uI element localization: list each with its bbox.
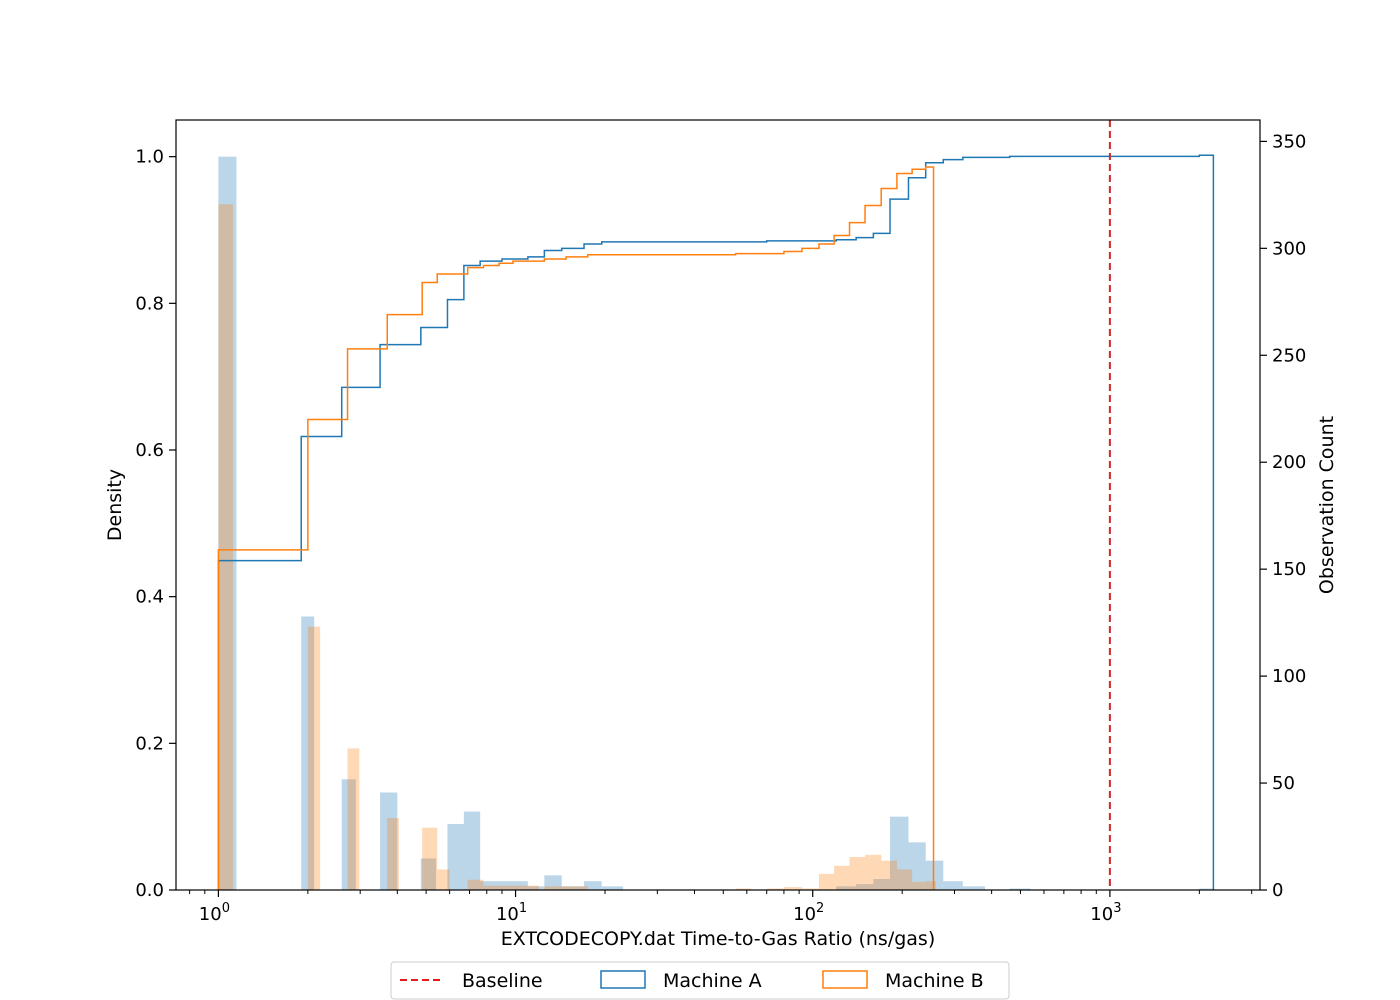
y-left-tick-label-1: 0.2 [135, 733, 164, 754]
bar-machine-b-5 [437, 869, 450, 890]
legend-baseline-label: Baseline [462, 970, 543, 992]
bar-machine-b-13 [801, 888, 820, 890]
y-left-tick-label-2: 0.4 [135, 587, 164, 608]
x-tick-label-1: 101 [496, 901, 527, 925]
y-left-tick-label-0: 0.0 [135, 880, 164, 901]
y-right-tick-label-0: 0 [1272, 880, 1283, 901]
bar-machine-a-12 [601, 886, 624, 890]
legend: Baseline Machine A Machine B [390, 961, 1010, 1000]
bar-machine-a-0 [218, 156, 237, 891]
bar-machine-b-10 [735, 888, 752, 890]
bar-machine-a-14 [856, 884, 874, 890]
bar-machine-b-8 [544, 886, 567, 890]
bar-machine-a-2 [341, 779, 356, 890]
y-right-tick-label-7: 350 [1272, 131, 1306, 152]
bar-machine-b-15 [834, 865, 850, 890]
bar-machine-b-21 [925, 881, 937, 890]
bar-machine-b-11 [766, 888, 784, 890]
bar-machine-a-4 [420, 858, 437, 890]
y-axis-right: 0 50 100 150 200 250 300 350 [1260, 131, 1306, 901]
bar-machine-b-17 [865, 854, 882, 890]
legend-machine-b-swatch [822, 970, 868, 989]
legend-machine-a-swatch [600, 970, 646, 989]
bar-machine-a-15 [873, 879, 891, 890]
bar-machine-a-9 [544, 875, 562, 890]
bar-machine-b-19 [896, 869, 913, 890]
legend-machine-a-label: Machine A [663, 970, 762, 992]
bar-machine-b-9 [566, 886, 588, 890]
bar-machine-a-13 [836, 886, 857, 890]
bar-machine-a-11 [584, 881, 602, 890]
y-left-tick-label-3: 0.6 [135, 440, 164, 461]
bar-machine-a-19 [943, 881, 963, 890]
bar-machine-a-5 [447, 824, 464, 890]
bar-machine-b-0 [218, 204, 234, 890]
bar-machine-a-7 [480, 881, 528, 890]
bar-machine-a-1 [301, 616, 315, 890]
y-left-tick-label-4: 0.8 [135, 293, 164, 314]
bar-machine-b-6 [467, 879, 484, 890]
bar-machine-a-21 [1009, 888, 1031, 890]
bar-machine-b-4 [422, 827, 438, 890]
cumulative-line-machine-a [217, 154, 1215, 890]
bar-machine-a-16 [890, 816, 909, 890]
cumulative-step-lines [217, 154, 1215, 890]
bar-machine-a-22 [1199, 888, 1214, 890]
bar-machine-b-14 [819, 873, 835, 890]
plot-frame [175, 119, 1261, 891]
x-tick-label-2: 102 [793, 901, 824, 925]
y-right-tick-label-1: 50 [1272, 773, 1295, 794]
bar-machine-a-17 [908, 842, 926, 890]
cumulative-line-machine-b [217, 166, 935, 890]
x-tick-label-0: 100 [199, 901, 230, 925]
plot-area [175, 119, 1261, 891]
bar-machine-a-18 [925, 860, 944, 890]
bar-machine-b-16 [849, 857, 866, 890]
bar-machine-b-7 [483, 885, 540, 890]
y-right-tick-label-6: 300 [1272, 238, 1306, 259]
bar-machine-a-10 [561, 886, 585, 890]
x-axis-label: EXTCODECOPY.dat Time-to-Gas Ratio (ns/ga… [501, 928, 936, 950]
bar-machine-b-3 [387, 818, 399, 890]
y-right-tick-label-3: 150 [1272, 559, 1306, 580]
legend-machine-b-label: Machine B [885, 970, 984, 992]
bar-machine-b-1 [307, 626, 321, 890]
y-right-tick-label-4: 200 [1272, 452, 1306, 473]
bar-machine-a-6 [463, 811, 481, 890]
bar-machine-b-12 [783, 887, 802, 890]
y-left-tick-label-5: 1.0 [135, 147, 164, 168]
y-axis-right-label: Observation Count [1316, 416, 1338, 594]
bar-machine-b-2 [347, 748, 360, 890]
y-axis-left: 0.0 0.2 0.4 0.6 0.8 1.0 [135, 147, 176, 901]
x-axis: 100 101 102 103 [189, 890, 1253, 925]
bar-machine-b-20 [912, 881, 926, 890]
bar-machine-a-8 [527, 886, 545, 890]
bar-machine-a-3 [380, 792, 398, 890]
bar-machine-a-20 [962, 886, 986, 890]
histogram-bars [218, 156, 1214, 891]
y-right-tick-label-2: 100 [1272, 666, 1306, 687]
x-tick-label-3: 103 [1090, 901, 1121, 925]
bar-machine-b-18 [881, 860, 897, 890]
y-axis-left-label: Density [104, 469, 126, 541]
y-right-tick-label-5: 250 [1272, 345, 1306, 366]
